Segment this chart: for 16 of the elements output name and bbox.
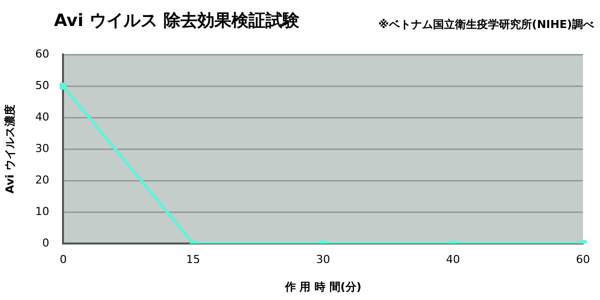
- y-axis-title: Avi ウイルス濃度: [3, 104, 16, 194]
- text: ※ベトナム国立衛生疫学研究所(NIHE)調べ: [378, 17, 594, 32]
- x-tick-label: 15: [186, 253, 200, 266]
- y-tick-label: 30: [35, 142, 50, 155]
- y-tick-label: 0: [42, 236, 50, 250]
- y-tick-label: 60: [35, 47, 50, 60]
- x-tick-label: 40: [446, 253, 460, 266]
- x-tick-label: 30: [316, 253, 330, 266]
- x-axis-title: 作 用 時 間(分): [284, 280, 362, 294]
- y-tick-label: 20: [35, 173, 50, 186]
- chart-title: Avi ウイルス 除去効果検証試験: [54, 10, 300, 32]
- y-tick-label: 50: [35, 78, 50, 92]
- y-tick-label: 40: [35, 110, 50, 124]
- y-tick-label: 10: [35, 204, 50, 218]
- x-tick-label: 0: [60, 253, 67, 266]
- x-tick-label: 60: [576, 253, 590, 266]
